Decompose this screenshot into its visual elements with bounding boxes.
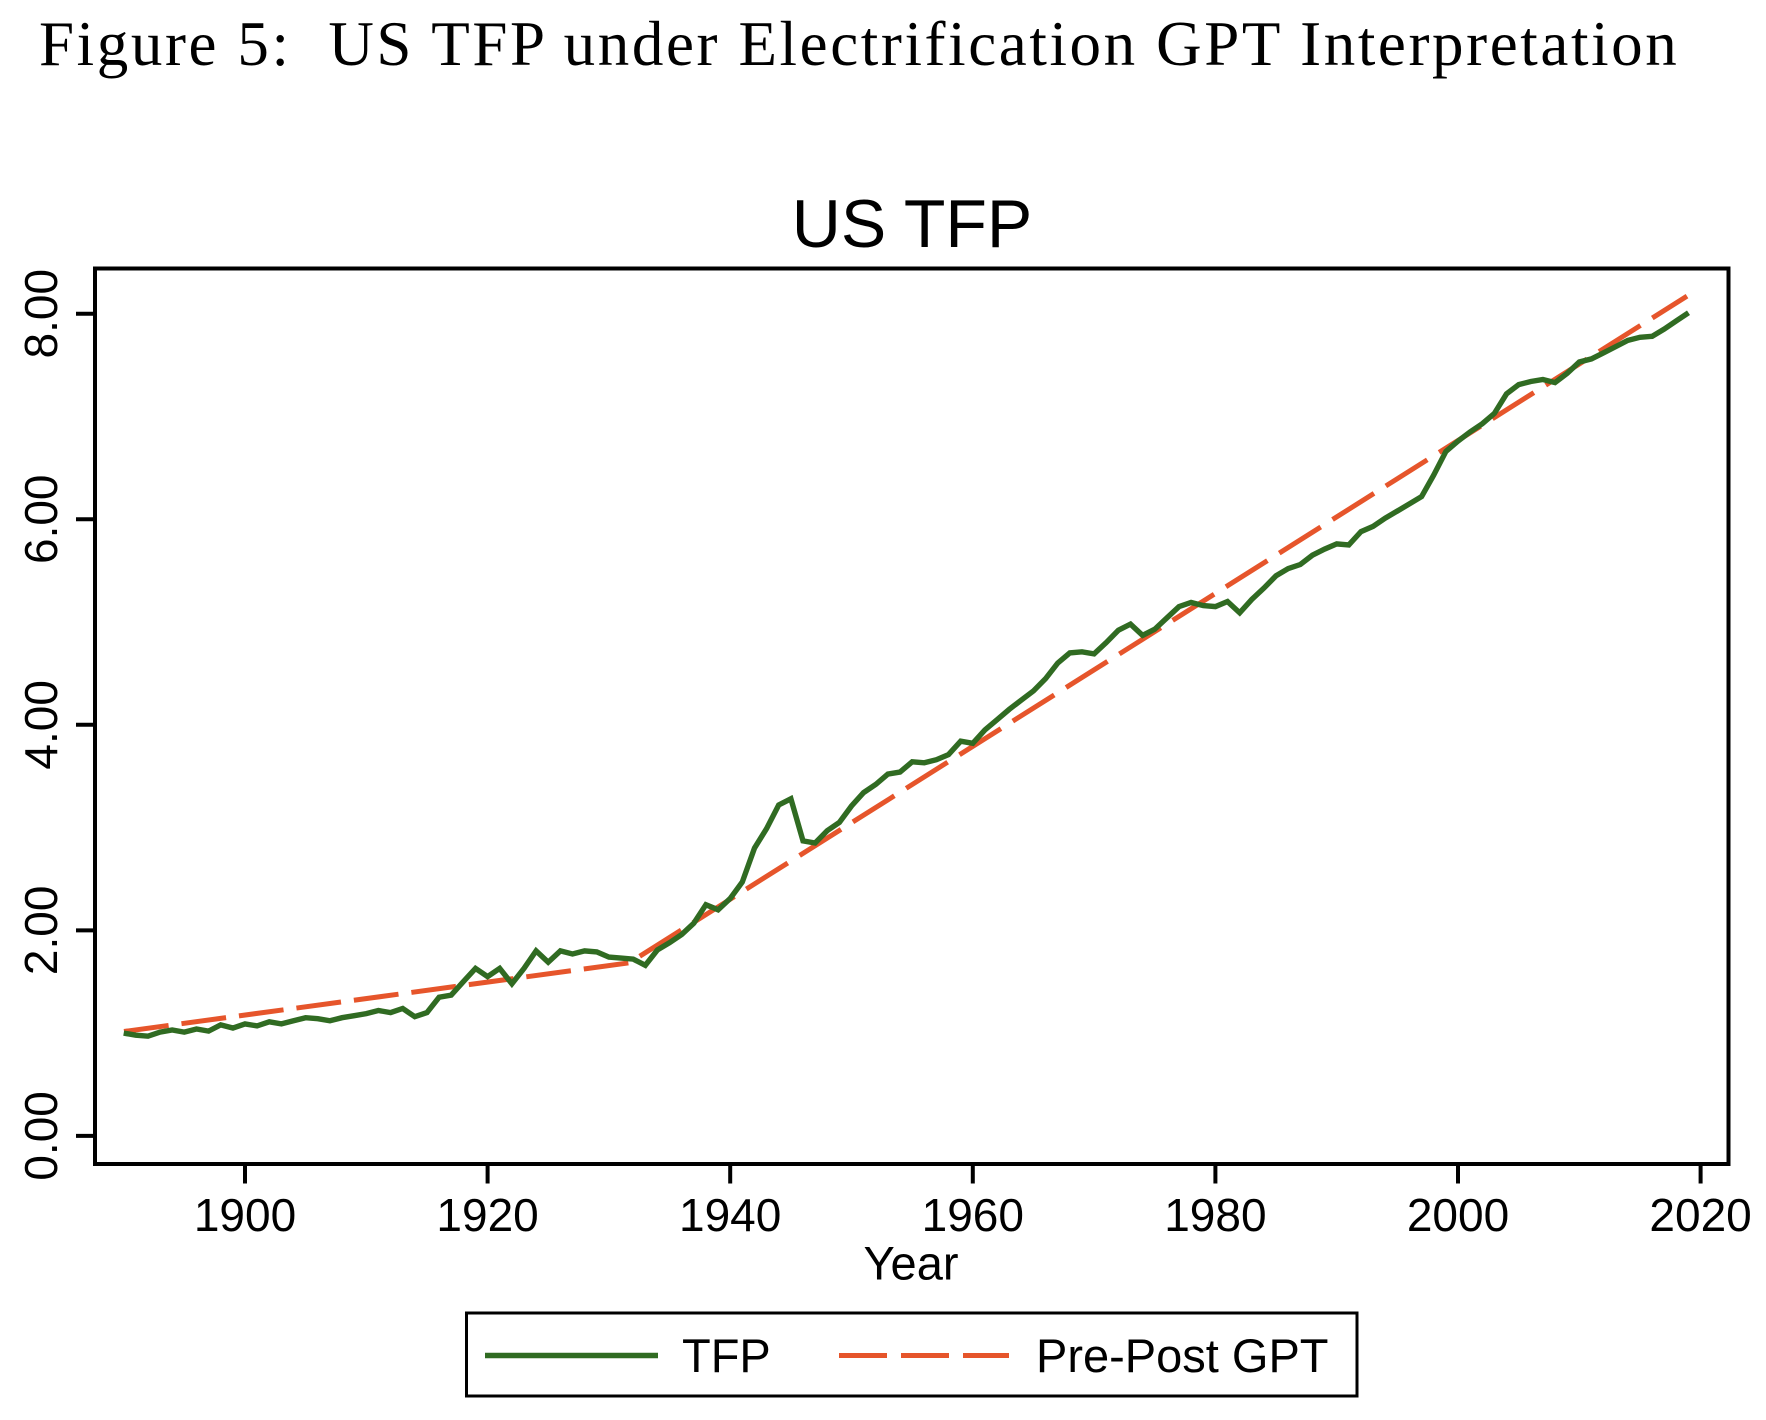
svg-text:2020: 2020 <box>1649 1189 1751 1241</box>
svg-text:Pre-Post GPT: Pre-Post GPT <box>1036 1329 1329 1382</box>
svg-text:US TFP: US TFP <box>792 186 1033 262</box>
svg-text:6.00: 6.00 <box>15 474 67 564</box>
svg-text:1920: 1920 <box>436 1189 538 1241</box>
svg-text:1960: 1960 <box>922 1189 1024 1241</box>
svg-text:8.00: 8.00 <box>15 269 67 359</box>
svg-text:4.00: 4.00 <box>15 680 67 770</box>
svg-text:2.00: 2.00 <box>15 886 67 976</box>
svg-text:TFP: TFP <box>682 1329 771 1382</box>
svg-text:2000: 2000 <box>1407 1189 1509 1241</box>
svg-text:1980: 1980 <box>1164 1189 1266 1241</box>
svg-text:0.00: 0.00 <box>15 1091 67 1181</box>
svg-text:1940: 1940 <box>679 1189 781 1241</box>
svg-text:1900: 1900 <box>194 1189 296 1241</box>
svg-text:Year: Year <box>864 1237 959 1290</box>
